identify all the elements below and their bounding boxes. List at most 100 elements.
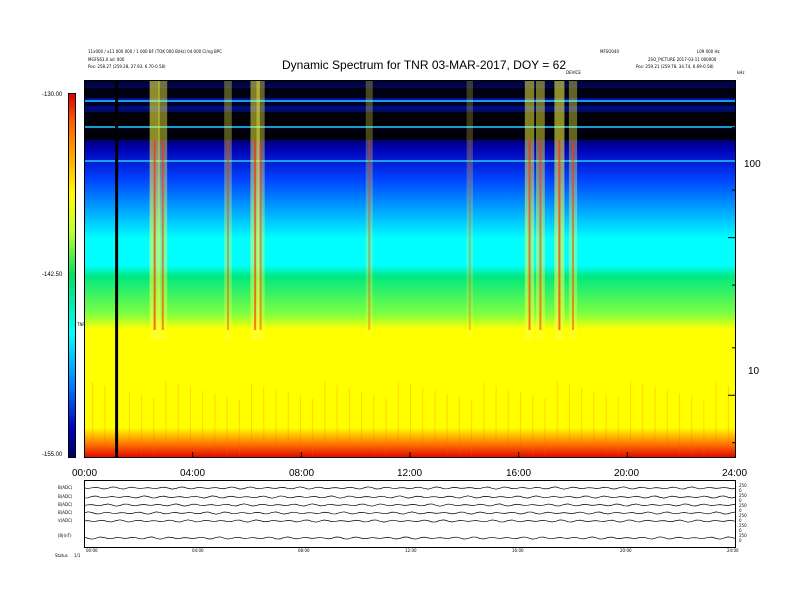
burst-core-5 <box>368 140 371 330</box>
lower-right-label-7: 250 <box>739 513 747 518</box>
lower-label-1: B(ADC) <box>58 485 73 490</box>
low-streak <box>446 393 448 454</box>
low-streak <box>605 394 607 455</box>
header-meta-line1: 11x000 / x11 000 000 / 1 000 BF (TOK 000… <box>88 49 222 54</box>
lower-label-4: B(ADC) <box>58 510 73 515</box>
lower-trace-0 <box>84 486 736 490</box>
y-tick-10: 10 <box>748 366 760 377</box>
x-tick-2000: 20:00 <box>614 468 640 479</box>
low-streak <box>568 384 570 445</box>
low-streak <box>324 381 326 442</box>
lower-frame <box>84 480 736 548</box>
low-streak <box>703 399 705 458</box>
low-streak <box>373 394 375 455</box>
lower-right-label-11: 250 <box>739 533 747 538</box>
low-streak <box>287 392 289 453</box>
lower-timeseries-panel <box>84 480 736 548</box>
low-streak <box>263 386 265 447</box>
x-tick-1600: 16:00 <box>506 468 532 479</box>
header-right-meta2: L09 000 Hz <box>697 49 720 54</box>
low-streak <box>471 399 473 458</box>
low-streak <box>544 398 546 458</box>
lower-right-label-6: 0 <box>739 508 742 513</box>
low-streak <box>507 389 509 450</box>
low-streak <box>92 382 94 443</box>
burst-core-7 <box>528 140 531 330</box>
lower-trace-1 <box>84 495 736 499</box>
lower-right-label-12: 0 <box>739 538 742 543</box>
burst-core-8 <box>539 140 542 330</box>
x-tick-0000: 00:00 <box>72 468 98 479</box>
burst-core-10 <box>572 140 574 330</box>
low-streak <box>348 388 350 449</box>
x-tick-0800: 08:00 <box>289 468 315 479</box>
burst-core-4 <box>259 140 262 330</box>
low-streak <box>299 395 301 456</box>
low-streak <box>238 399 240 458</box>
lower-trace-5 <box>84 536 736 540</box>
low-streak <box>336 385 338 446</box>
lower-trace-3 <box>84 511 736 515</box>
header-meta-line3: Pos: 258.27 (259.28, 27.93, 6.70-0.58) <box>88 64 166 69</box>
lower-right-label-1: 250 <box>739 483 747 488</box>
lower-time-4: 16:00 <box>512 548 524 553</box>
low-streak <box>422 387 424 448</box>
kHz-label: kHz <box>737 70 745 75</box>
burst-core-3 <box>254 140 257 330</box>
low-streak <box>202 390 204 451</box>
low-streak <box>165 381 167 441</box>
colorbar-unit: TNR <box>77 322 86 327</box>
low-streak <box>275 389 277 450</box>
lower-time-1: 04:00 <box>192 548 204 553</box>
plot-frame <box>84 80 736 458</box>
low-streak <box>410 384 411 444</box>
lower-time-5: 20:00 <box>620 548 632 553</box>
low-streak <box>691 396 693 457</box>
device-label: DEVICE <box>566 70 581 75</box>
burst-glow-10 <box>568 80 578 340</box>
dark-band-2 <box>84 112 736 124</box>
burst-glow-4 <box>256 80 265 340</box>
lower-trace-4 <box>84 519 736 523</box>
low-streak <box>434 390 436 451</box>
burst-core-6 <box>468 140 471 330</box>
lower-time-6: 24:00 <box>727 548 739 553</box>
lower-label-5: V(ADC) <box>58 518 73 523</box>
low-streak <box>189 387 191 448</box>
colorbar <box>68 93 76 458</box>
low-streak <box>226 396 228 457</box>
spectrogram-plot <box>84 80 736 458</box>
low-streak <box>630 380 632 441</box>
dark-band-0 <box>84 88 736 98</box>
chart-title: Dynamic Spectrum for TNR 03-MAR-2017, DO… <box>282 58 566 72</box>
lower-time-2: 08:00 <box>298 548 310 553</box>
colorbar-label-mid: -142.50 <box>42 272 63 278</box>
colorbar-label-bottom: -155.00 <box>42 452 63 458</box>
time-marker-line <box>115 80 119 458</box>
low-streak <box>520 392 522 453</box>
low-streak <box>593 391 595 452</box>
burst-core-2 <box>226 140 229 330</box>
x-tick-1200: 12:00 <box>397 468 423 479</box>
lower-label-6: |B|(nT) <box>58 533 72 538</box>
lower-right-label-10: 0 <box>739 528 742 533</box>
header-meta-line2: MGFS63.0 a/c 000 <box>88 57 125 62</box>
header-right-line3: Pos: 259.21 (259.78, 34.74, 6.69-0.58) <box>636 64 714 69</box>
cyan-line-0 <box>84 100 736 102</box>
low-streak <box>458 396 460 457</box>
low-streak <box>654 387 656 447</box>
lower-time-3: 12:00 <box>405 548 417 553</box>
low-streak <box>214 393 216 454</box>
footer-status: Status <box>55 553 68 558</box>
cyan-line-1 <box>84 126 736 128</box>
lower-right-label-3: 250 <box>739 493 747 498</box>
spectrum-background <box>84 80 736 458</box>
burst-glow-2 <box>224 80 232 340</box>
low-streak <box>251 383 253 444</box>
dark-band-1 <box>84 102 736 106</box>
colorbar-label-top: -130.00 <box>42 92 63 98</box>
dark-band-3 <box>84 130 736 140</box>
y-tick-100: 100 <box>744 159 761 170</box>
low-streak <box>642 383 644 444</box>
low-streak <box>495 386 497 447</box>
